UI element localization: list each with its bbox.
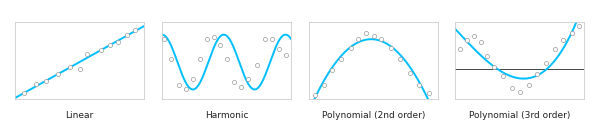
Point	[159, 38, 169, 40]
Point	[376, 38, 386, 40]
Point	[559, 39, 568, 41]
Point	[482, 55, 492, 57]
Point	[550, 48, 559, 50]
Point	[113, 41, 123, 43]
Point	[361, 32, 371, 34]
Point	[498, 75, 508, 77]
Point	[202, 38, 212, 40]
Point	[41, 80, 51, 82]
Point	[395, 58, 405, 60]
Point	[215, 44, 225, 46]
Point	[31, 83, 40, 85]
Point	[82, 54, 92, 56]
Point	[541, 62, 551, 64]
Point	[327, 69, 337, 71]
Point	[524, 84, 533, 86]
Point	[490, 66, 499, 68]
Point	[337, 58, 346, 60]
Point	[65, 66, 75, 68]
Point	[346, 47, 356, 49]
Point	[414, 84, 424, 86]
Point	[368, 35, 379, 37]
Point	[166, 58, 175, 60]
Point	[469, 35, 479, 36]
Point	[188, 78, 198, 80]
Text: Polynomial (3rd order): Polynomial (3rd order)	[469, 111, 570, 120]
Point	[267, 38, 277, 40]
Point	[476, 41, 485, 43]
Point	[319, 84, 329, 86]
Text: Polynomial (2nd order): Polynomial (2nd order)	[322, 111, 425, 120]
Point	[19, 92, 28, 94]
Point	[533, 73, 542, 75]
Point	[515, 91, 525, 93]
Point	[405, 72, 415, 74]
Text: Linear: Linear	[65, 111, 94, 120]
Point	[223, 58, 232, 60]
Text: Harmonic: Harmonic	[205, 111, 248, 120]
Point	[574, 25, 583, 27]
Point	[260, 38, 270, 40]
Point	[76, 68, 85, 70]
Point	[243, 78, 253, 80]
Point	[353, 38, 363, 40]
Point	[310, 94, 319, 96]
Point	[507, 86, 517, 88]
Point	[567, 32, 577, 34]
Point	[122, 34, 131, 36]
Point	[175, 84, 184, 86]
Point	[229, 81, 239, 83]
Point	[462, 39, 472, 41]
Point	[252, 64, 262, 66]
Point	[181, 88, 191, 90]
Point	[424, 92, 433, 94]
Point	[105, 44, 115, 46]
Point	[96, 49, 106, 51]
Point	[53, 73, 63, 75]
Point	[195, 58, 205, 60]
Point	[386, 47, 395, 49]
Point	[236, 86, 246, 88]
Point	[281, 54, 290, 56]
Point	[209, 36, 218, 38]
Point	[455, 48, 465, 50]
Point	[274, 48, 284, 50]
Point	[131, 29, 140, 31]
